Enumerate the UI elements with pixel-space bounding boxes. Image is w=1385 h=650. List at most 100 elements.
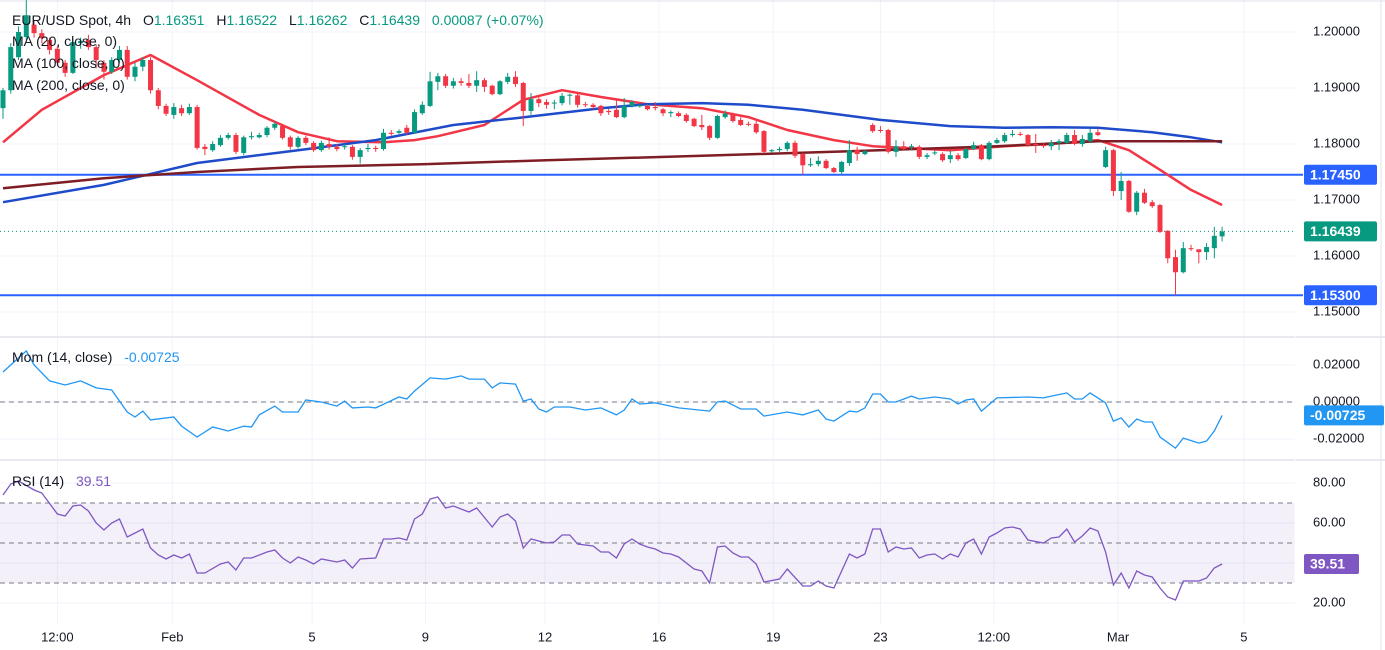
- candle-down: [916, 145, 922, 160]
- candle-body: [365, 147, 371, 150]
- candle-body: [489, 85, 495, 95]
- price-axis-label: 1.18000: [1313, 135, 1360, 150]
- candle-body: [629, 102, 635, 106]
- candle-body: [963, 149, 969, 158]
- candle-down: [598, 104, 604, 116]
- candle-up: [621, 98, 627, 119]
- candle-up: [1002, 132, 1008, 143]
- price-axis-label: 1.19000: [1313, 79, 1360, 94]
- candle-body: [435, 76, 441, 82]
- price-axis-label: 1.17000: [1313, 191, 1360, 206]
- candle-body: [93, 47, 99, 60]
- candle-body: [171, 107, 177, 115]
- candle-down: [582, 102, 588, 108]
- candle-body: [148, 60, 154, 91]
- time-axis-label: 19: [766, 629, 780, 644]
- candle-up: [909, 144, 915, 151]
- symbol-title: EUR/USD Spot, 4h: [12, 12, 132, 28]
- candle-up: [225, 132, 231, 140]
- candle-body: [924, 155, 930, 157]
- candle-up: [893, 140, 899, 157]
- candle-body: [877, 130, 883, 131]
- time-axis-label: 12:00: [41, 629, 74, 644]
- candle-up: [567, 93, 573, 105]
- candle-body: [1056, 141, 1062, 143]
- ma200-legend[interactable]: MA (200, close, 0): [12, 77, 125, 93]
- candle-body: [450, 81, 456, 86]
- candle-up: [78, 37, 84, 49]
- candle-up: [1118, 172, 1124, 200]
- candle-body: [761, 131, 767, 152]
- candle-down: [466, 74, 472, 88]
- candle-down: [520, 81, 526, 127]
- candle-up: [528, 93, 534, 115]
- candle-body: [396, 131, 402, 133]
- candle-up: [365, 144, 371, 152]
- candle-up: [1134, 191, 1140, 216]
- candle-body: [714, 116, 720, 138]
- candle-body: [567, 94, 573, 96]
- candle-body: [691, 118, 697, 127]
- candle-body: [1048, 142, 1054, 147]
- momentum-value-tag-box: [1304, 405, 1384, 426]
- candle-down: [753, 118, 759, 134]
- rsi-value-tag: 39.51: [1304, 553, 1359, 574]
- candle-down: [854, 146, 860, 161]
- candle-up: [668, 110, 674, 118]
- last-price-tag: 1.16439: [1304, 221, 1377, 242]
- candle-body: [668, 112, 674, 114]
- candle-up: [248, 131, 254, 140]
- candle-down: [870, 123, 876, 133]
- candle-down: [707, 124, 713, 141]
- candle-down: [940, 152, 946, 162]
- candle-body: [955, 155, 961, 160]
- candle-body: [47, 39, 53, 50]
- candle-up: [1079, 135, 1085, 147]
- candle-up: [1009, 130, 1015, 137]
- candle-down: [660, 108, 666, 116]
- candle-body: [652, 107, 658, 109]
- candle-up: [722, 110, 728, 119]
- price-axis-label: 1.20000: [1313, 23, 1360, 38]
- candle-body: [1110, 150, 1116, 192]
- ma20-legend[interactable]: MA (20, close, 0): [12, 33, 118, 49]
- candle-down: [823, 159, 829, 170]
- candle-body: [909, 146, 915, 148]
- candle-down: [877, 126, 883, 133]
- candle-body: [722, 113, 728, 118]
- candle-body: [280, 126, 286, 138]
- candle-body: [769, 150, 775, 152]
- candle-body: [1118, 180, 1124, 192]
- candle-body: [334, 146, 340, 150]
- candle-up: [637, 104, 643, 108]
- rsi-legend[interactable]: RSI (14) 39.51: [12, 472, 111, 490]
- candle-down: [287, 135, 293, 150]
- candle-down: [334, 144, 340, 152]
- candle-body: [1025, 135, 1031, 146]
- candle-body: [1087, 132, 1093, 142]
- candle-body: [419, 104, 425, 114]
- candle-up: [505, 72, 511, 85]
- candle-body: [287, 137, 293, 147]
- candle-down: [955, 152, 961, 161]
- candle-body: [505, 76, 511, 82]
- candle-up: [295, 136, 301, 149]
- candle-body: [78, 40, 84, 44]
- candle-up: [815, 156, 821, 167]
- candle-body: [39, 33, 45, 39]
- candle-body: [241, 137, 247, 153]
- candle-body: [978, 145, 984, 160]
- ma100-legend[interactable]: MA (100, close, 0): [12, 55, 125, 71]
- candle-down: [39, 29, 45, 44]
- candle-up: [264, 126, 270, 138]
- time-axis-label: Feb: [161, 629, 183, 644]
- level-price-tag: 1.15300: [1304, 285, 1377, 306]
- candle-up: [862, 150, 868, 156]
- low-label: L: [288, 12, 297, 28]
- candle-body: [70, 42, 76, 73]
- candle-body: [248, 136, 254, 138]
- candle-body: [606, 110, 612, 113]
- candle-body: [854, 150, 860, 155]
- momentum-legend[interactable]: Mom (14, close) -0.00725: [12, 348, 180, 366]
